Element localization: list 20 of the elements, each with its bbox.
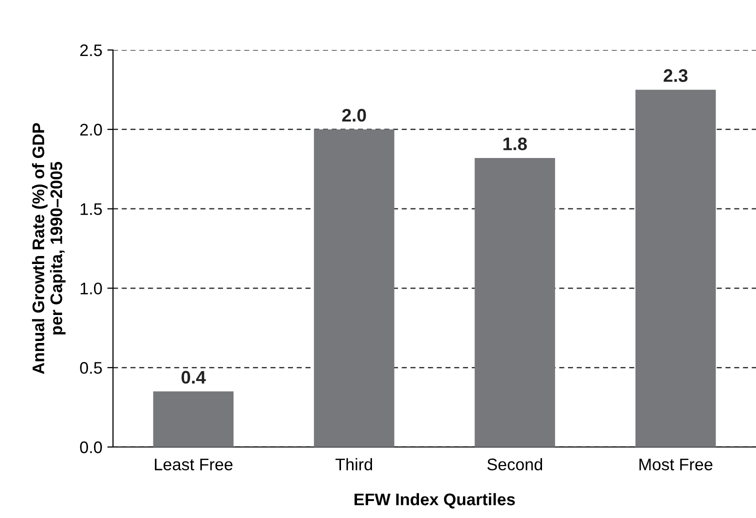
- y-tick-label: 2.0: [80, 124, 102, 136]
- bar: [314, 129, 394, 447]
- data-label: 2.0: [342, 108, 366, 122]
- y-tick-label: 1.0: [80, 282, 102, 294]
- data-label: 2.3: [664, 69, 688, 82]
- x-tick-label: Least Free: [154, 458, 232, 470]
- bar: [474, 158, 556, 447]
- data-label: 1.8: [503, 137, 527, 150]
- y-tick-label: 2.5: [80, 44, 102, 56]
- y-tick-label: 0.5: [80, 362, 102, 374]
- bar: [153, 391, 234, 447]
- bar: [635, 90, 716, 447]
- x-tick-label: Second: [487, 458, 542, 470]
- y-tick-label: 0.0: [80, 441, 102, 454]
- y-tick-label: 1.5: [80, 203, 102, 216]
- x-tick-label: Third: [336, 458, 372, 470]
- data-label: 0.4: [182, 370, 206, 384]
- x-tick-label: Most Free: [639, 458, 712, 470]
- y-axis-title: Annual Growth Rate (%) of GDP per Capita, 1990–2005: [32, 123, 66, 374]
- x-axis-title: EFW Index Quartiles: [354, 493, 515, 508]
